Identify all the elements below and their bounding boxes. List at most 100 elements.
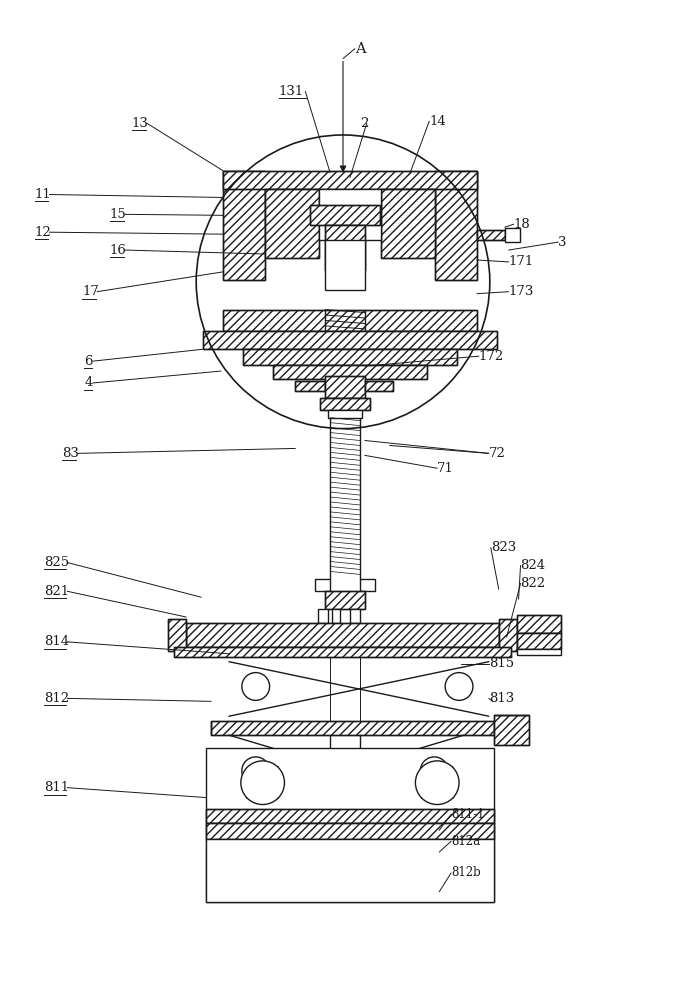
Bar — [435, 171, 477, 280]
Bar — [310, 205, 379, 225]
Bar — [365, 381, 392, 391]
Text: 811: 811 — [45, 781, 69, 794]
Text: 6: 6 — [84, 355, 93, 368]
Bar — [435, 171, 477, 280]
Bar — [206, 809, 494, 823]
Bar — [325, 376, 365, 398]
Bar — [328, 410, 362, 418]
Text: 814: 814 — [45, 635, 69, 648]
Bar — [203, 331, 497, 349]
Bar — [325, 591, 365, 609]
Text: 824: 824 — [521, 559, 545, 572]
Bar — [318, 609, 328, 623]
Text: 15: 15 — [110, 208, 127, 221]
Bar — [206, 748, 494, 902]
Circle shape — [242, 673, 270, 700]
Bar — [169, 619, 187, 651]
Text: 16: 16 — [110, 244, 127, 257]
Text: 823: 823 — [490, 541, 516, 554]
Bar — [203, 331, 497, 349]
Text: 13: 13 — [132, 117, 149, 130]
Circle shape — [241, 761, 285, 805]
Text: 821: 821 — [45, 585, 69, 598]
Circle shape — [242, 757, 270, 785]
Bar — [381, 189, 435, 258]
Bar — [381, 189, 435, 258]
Text: 173: 173 — [508, 285, 534, 298]
Text: 17: 17 — [82, 285, 99, 298]
Text: 18: 18 — [514, 218, 530, 231]
Bar — [223, 171, 265, 280]
Bar — [296, 381, 325, 391]
Bar — [272, 365, 427, 379]
Text: 71: 71 — [437, 462, 454, 475]
Text: 14: 14 — [429, 115, 446, 128]
Bar — [320, 398, 370, 410]
Text: 131: 131 — [279, 85, 304, 98]
Bar — [320, 398, 370, 410]
Text: 812b: 812b — [451, 866, 481, 879]
Text: 811-1: 811-1 — [451, 808, 484, 821]
Bar — [187, 623, 499, 647]
Bar — [325, 591, 365, 609]
Text: 11: 11 — [34, 188, 51, 201]
Bar — [272, 365, 427, 379]
Bar — [477, 230, 505, 240]
Text: A: A — [355, 42, 366, 56]
Text: 822: 822 — [521, 577, 545, 590]
Text: 171: 171 — [508, 255, 534, 268]
Text: 815: 815 — [489, 657, 514, 670]
Text: 72: 72 — [489, 447, 506, 460]
Bar — [499, 619, 517, 651]
Bar — [223, 171, 265, 280]
Bar — [325, 376, 365, 398]
Text: 825: 825 — [45, 556, 69, 569]
Circle shape — [416, 761, 459, 805]
Bar — [174, 647, 510, 657]
Bar — [517, 633, 561, 649]
Bar — [325, 225, 365, 270]
Text: 2: 2 — [360, 117, 368, 130]
Bar — [310, 205, 379, 225]
Bar — [365, 381, 392, 391]
Bar — [350, 609, 360, 623]
Bar — [206, 823, 494, 839]
Bar — [223, 310, 477, 331]
Text: 83: 83 — [62, 447, 79, 460]
Bar — [477, 230, 505, 240]
Bar — [265, 189, 319, 258]
Text: 172: 172 — [479, 350, 504, 363]
Bar — [169, 619, 187, 651]
Bar — [206, 809, 494, 823]
Bar — [517, 633, 561, 649]
Bar — [332, 609, 340, 623]
Circle shape — [445, 673, 473, 700]
Bar — [211, 721, 494, 735]
Bar — [316, 579, 330, 591]
Bar — [206, 823, 494, 839]
Bar — [517, 615, 561, 633]
Bar — [517, 649, 561, 655]
Circle shape — [421, 757, 448, 785]
Bar — [223, 310, 477, 331]
Text: 12: 12 — [34, 226, 51, 239]
Bar — [494, 715, 530, 745]
Bar — [206, 839, 494, 902]
Bar — [243, 349, 457, 365]
Bar — [187, 623, 499, 647]
Text: 812: 812 — [45, 692, 69, 705]
Bar — [265, 189, 319, 258]
Bar — [325, 225, 365, 270]
Bar — [223, 171, 477, 189]
Bar — [325, 240, 365, 290]
Bar — [494, 715, 530, 745]
Text: 812a: 812a — [451, 835, 480, 848]
Text: 3: 3 — [558, 236, 567, 249]
Bar — [211, 721, 494, 735]
Bar — [296, 381, 325, 391]
Bar — [243, 349, 457, 365]
Bar — [499, 619, 517, 651]
Text: 4: 4 — [84, 376, 93, 389]
Bar — [223, 171, 477, 189]
Bar — [505, 228, 519, 242]
